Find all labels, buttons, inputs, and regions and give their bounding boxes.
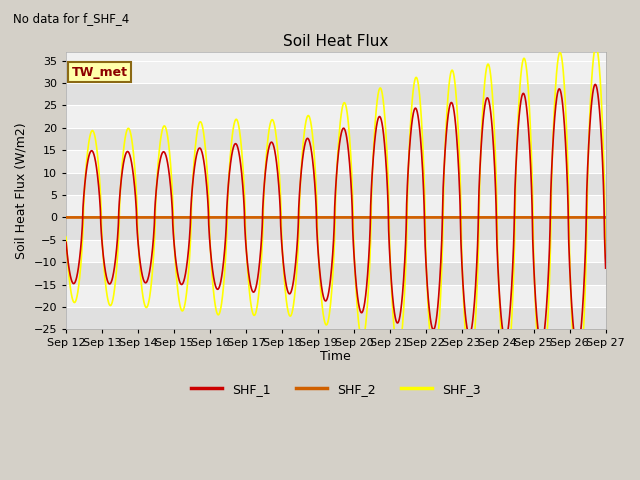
Y-axis label: Soil Heat Flux (W/m2): Soil Heat Flux (W/m2) (15, 122, 28, 259)
Bar (66, 150, 605, 173)
Bar (66, 106, 605, 128)
Bar (66, 217, 605, 240)
Text: No data for f_SHF_4: No data for f_SHF_4 (13, 12, 129, 25)
Title: Soil Heat Flux: Soil Heat Flux (283, 34, 388, 49)
Bar (66, 60, 605, 83)
Bar (66, 307, 605, 329)
Text: TW_met: TW_met (72, 66, 127, 79)
X-axis label: Time: Time (321, 350, 351, 363)
Bar (66, 285, 605, 307)
Bar (66, 240, 605, 262)
Bar (66, 195, 605, 217)
Bar (66, 173, 605, 195)
Bar (66, 83, 605, 106)
Bar (66, 262, 605, 285)
Legend: SHF_1, SHF_2, SHF_3: SHF_1, SHF_2, SHF_3 (186, 378, 486, 401)
Bar (66, 128, 605, 150)
